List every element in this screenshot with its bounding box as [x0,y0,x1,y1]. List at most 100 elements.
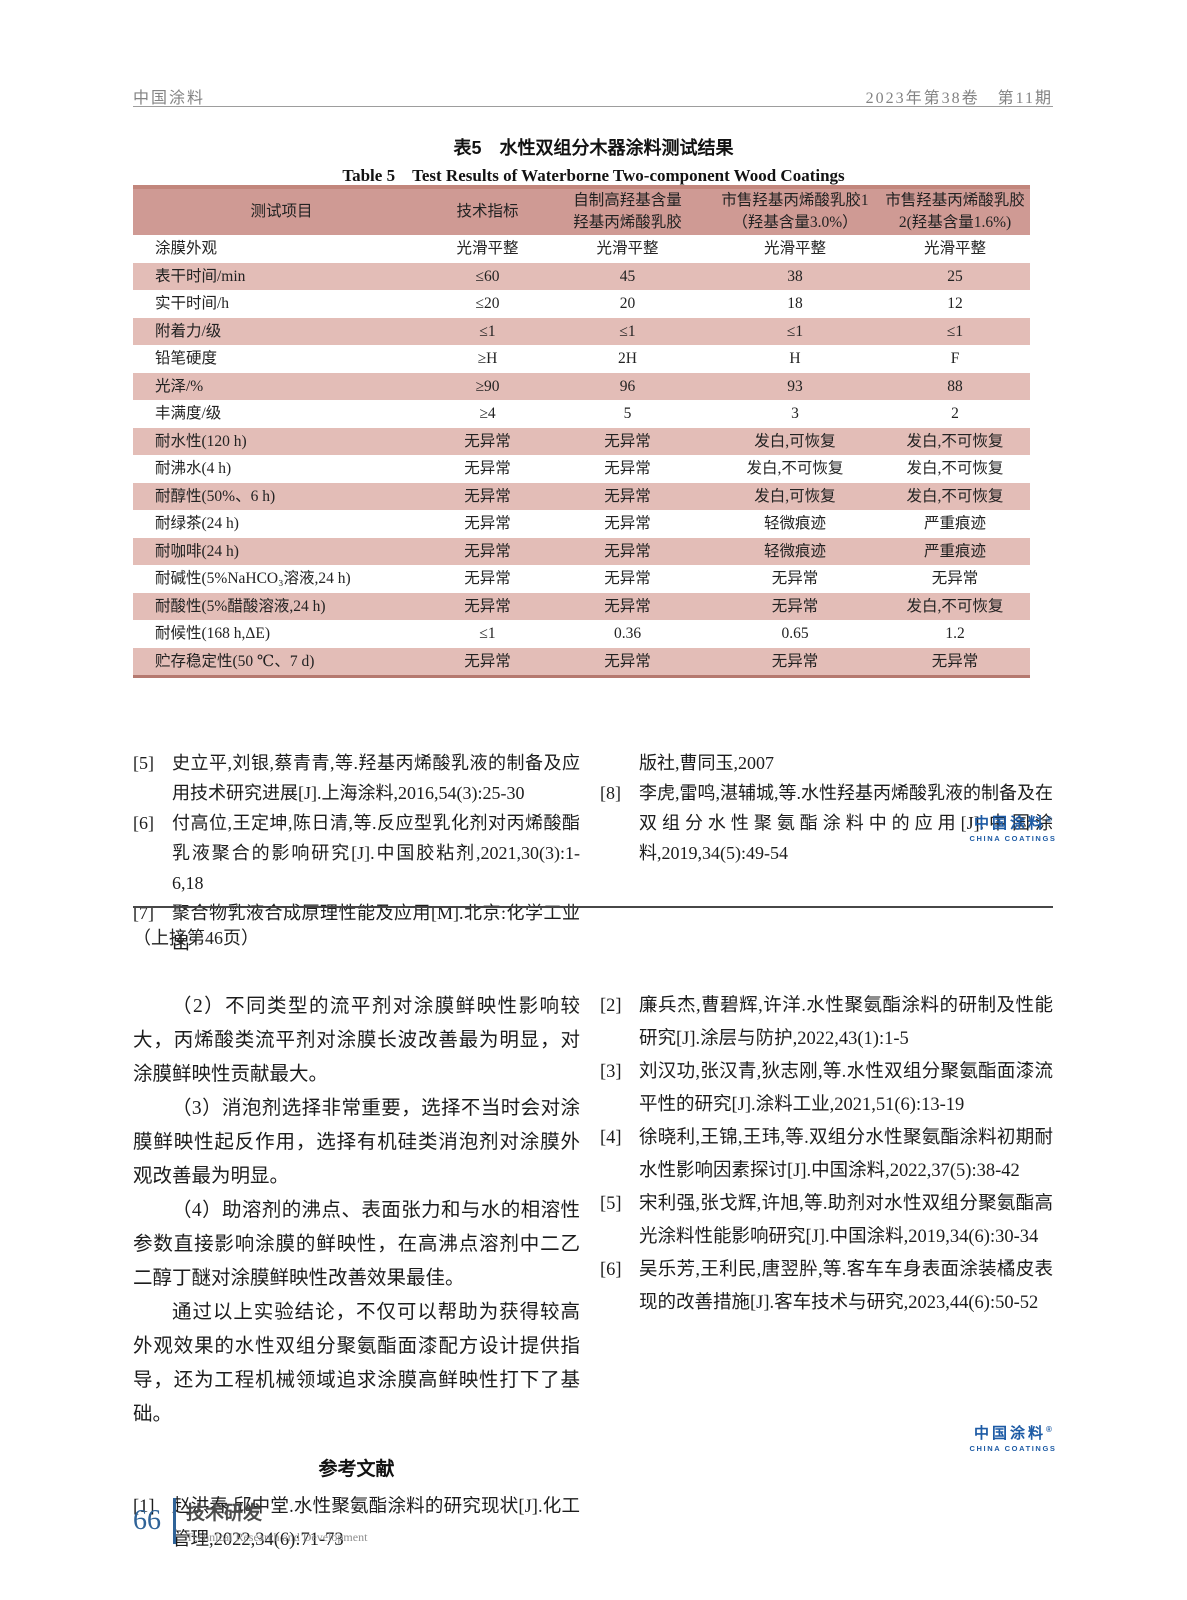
reference-text: 赵洪春,邱中堂.水性聚氨酯涂料的研究现状[J].化工管理,2022,34(6):… [172,1497,580,1550]
reference-number: [5] [133,753,154,773]
cell-value: 25 [947,267,963,285]
cell-value: 12 [947,295,963,312]
table-row: 附着力/级 ≤1 ≤1 ≤1 ≤1 [133,317,1030,345]
row-label: 铅笔硬度 [155,350,218,367]
reference-item: 版社,曹同玉,2007 [600,748,1053,778]
row-label: 耐酸性(5%醋酸溶液,24 h) [155,597,326,615]
table-row: 耐醇性(50%、6 h) 无异常 无异常 发白,可恢复 发白,不可恢复 [133,482,1030,510]
cell-value: 无异常 [464,542,511,560]
reference-item: [7] 聚合物乳液合成原理性能及应用[M].北京:化学工业出 [133,898,580,958]
cell-value: 96 [619,377,636,395]
body-paragraph: （2）不同类型的流平剂对涂膜鲜映性影响较大，丙烯酸类流平剂对涂膜长波改善最为明显… [133,996,580,1085]
table-row: 耐绿茶(24 h) 无异常 无异常 轻微痕迹 严重痕迹 [133,510,1030,538]
cell-value: 45 [619,267,636,285]
body-paragraph: （4）助溶剂的沸点、表面张力和与水的相溶性参数直接影响涂膜的鲜映性，在高沸点溶剂… [133,1200,580,1289]
reference-number: [6] [133,813,154,833]
cell-value: 无异常 [604,542,651,560]
cell-value: ≤1 [479,322,496,340]
table-row: 耐水性(120 h) 无异常 无异常 发白,可恢复 发白,不可恢复 [133,427,1030,455]
cell-value: 轻微痕迹 [763,515,826,532]
footer-section-zh: 技术研发 [186,1503,263,1524]
cell-value: ≥4 [479,405,496,422]
row-label: 丰满度/级 [155,405,222,422]
reference-item: [6] 付高位,王定坤,陈日清,等.反应型乳化剂对丙烯酸酯乳液聚合的影响研究[J]… [133,808,580,898]
top-references-left: [5] 史立平,刘银,蔡青青,等.羟基丙烯酸乳液的制备及应用技术研究进展[J].上… [133,748,580,958]
cell-value: 无异常 [771,597,819,615]
logo-text-en: CHINA COATINGS [969,834,1057,843]
reference-number: [2] [600,996,622,1016]
cell-value: ≤20 [475,295,500,312]
logo-text-zh: 中国涂料® [974,1425,1052,1442]
page-footer: 66 技术研发 Technical Research and Developme… [133,1496,367,1545]
table-row: 光泽/% ≥90 96 93 88 [133,372,1030,400]
cell-value: 无异常 [464,515,511,532]
table-row: 耐候性(168 h,ΔE) ≤1 0.36 0.65 1.2 [133,620,1030,648]
page-header: 中国涂料 2023年第38卷 第11期 [133,84,1053,108]
cell-value: F [950,350,960,367]
table-title-zh: 表5 水性双组分木器涂料测试结果 [453,138,734,158]
cell-value: 5 [623,405,632,422]
column-header: 市售羟基丙烯酸乳胶 2(羟基含量1.6%) [880,187,1030,235]
row-label: 耐咖啡(24 h) [155,542,239,560]
column-header: 自制高羟基含量 羟基丙烯酸乳胶 [545,187,710,235]
row-label: 光泽/% [155,377,204,395]
column-header: 技术指标 [430,187,545,235]
journal-name: 中国涂料 [133,90,206,107]
top-references: [5] 史立平,刘银,蔡青青,等.羟基丙烯酸乳液的制备及应用技术研究进展[J].上… [133,748,1053,958]
cell-value: ≤1 [786,322,804,340]
reference-number [600,748,639,778]
cell-value: ≤1 [619,322,636,340]
cell-value: 发白,不可恢复 [746,460,844,477]
reference-item: [5] 史立平,刘银,蔡青青,等.羟基丙烯酸乳液的制备及应用技术研究进展[J].上… [133,748,580,808]
cell-value: 无异常 [931,570,979,587]
cell-value: 光滑平整 [763,240,826,257]
row-label: 耐醇性(50%、6 h) [155,487,276,505]
china-coatings-logo: 中国涂料® CHINA COATINGS [958,1422,1068,1453]
reference-number: [3] [600,1062,622,1082]
cell-value: 发白,不可恢复 [906,487,1004,505]
reference-text: 廉兵杰,曹碧辉,许洋.水性聚氨酯涂料的研制及性能研究[J].涂层与防护,2022… [639,996,1053,1049]
bottom-references-left: [1] 赵洪春,邱中堂.水性聚氨酯涂料的研究现状[J].化工管理,2022,34(… [133,1491,580,1557]
body-paragraphs: （2）不同类型的流平剂对涂膜鲜映性影响较大，丙烯酸类流平剂对涂膜长波改善最为明显… [133,990,580,1432]
cell-value: 3 [791,405,799,422]
cell-value: 发白,可恢复 [754,432,836,450]
reference-text: 吴乐芳,王利民,唐翌肸,等.客车车身表面涂装橘皮表现的改善措施[J].客车技术与… [639,1260,1053,1313]
cell-value: 发白,不可恢复 [906,432,1004,450]
cell-value: 38 [787,267,803,285]
reference-item: [5] 宋利强,张戈辉,许旭,等.助剂对水性双组分聚氨酯高光涂料性能影响研究[J]… [600,1188,1053,1254]
reference-item: [4] 徐晓利,王锦,王玮,等.双组分水性聚氨酯涂料初期耐水性影响因素探讨[J].… [600,1122,1053,1188]
cell-value: 无异常 [604,487,651,505]
logo-text-zh: 中国涂料® [974,815,1052,832]
table-row: 耐咖啡(24 h) 无异常 无异常 轻微痕迹 严重痕迹 [133,537,1030,565]
references-heading: 参考文献 [318,1459,395,1480]
table-body: 涂膜外观 光滑平整 光滑平整 光滑平整 光滑平整 表干时间/min ≤60 45 38 25 实干时… [133,235,1030,677]
table-row: 耐酸性(5%醋酸溶液,24 h) 无异常 无异常 无异常 发白,不可恢复 [133,592,1030,620]
reference-number: [6] [600,1260,622,1280]
reference-text: 聚合物乳液合成原理性能及应用[M].北京:化学工业出 [172,903,580,953]
continuation-note: （上接第46页） [133,928,259,948]
cell-value: 无异常 [464,432,511,450]
registered-mark: ® [1046,815,1052,824]
table-row: 铅笔硬度 ≥H 2H H F [133,345,1030,373]
reference-text: 宋利强,张戈辉,许旭,等.助剂对水性双组分聚氨酯高光涂料性能影响研究[J].中国… [639,1194,1053,1247]
table-row: 贮存稳定性(50 ℃、7 d) 无异常 无异常 无异常 无异常 [133,647,1030,677]
cell-value: 轻微痕迹 [763,542,826,560]
cell-value: ≤60 [475,267,500,285]
cell-value: 发白,可恢复 [754,487,836,505]
body-paragraph: （3）消泡剂选择非常重要，选择不当时会对涂膜鲜映性起反作用，选择有机硅类消泡剂对… [133,1098,580,1187]
cell-value: 无异常 [604,460,651,477]
reference-item: [1] 赵洪春,邱中堂.水性聚氨酯涂料的研究现状[J].化工管理,2022,34(… [133,1491,580,1557]
reference-item: [6] 吴乐芳,王利民,唐翌肸,等.客车车身表面涂装橘皮表现的改善措施[J].客车… [600,1254,1053,1320]
row-label: 耐碱性(5%NaHCO₃溶液,24 h) [155,570,351,587]
footer-bar [173,1498,176,1544]
body-column-left: （2）不同类型的流平剂对涂膜鲜映性影响较大，丙烯酸类流平剂对涂膜长波改善最为明显… [133,990,580,1557]
table-title-en: Table 5 Test Results of Waterborne Two-c… [342,166,845,185]
reference-number: [1] [133,1497,155,1517]
cell-value: 严重痕迹 [923,542,986,560]
cell-value: H [789,350,801,367]
cell-value: 93 [787,377,803,395]
row-label: 耐候性(168 h,ΔE) [155,625,271,642]
cell-value: 无异常 [604,570,651,587]
body-column-right: [2] 廉兵杰,曹碧辉,许洋.水性聚氨酯涂料的研制及性能研究[J].涂层与防护,2… [600,990,1053,1557]
